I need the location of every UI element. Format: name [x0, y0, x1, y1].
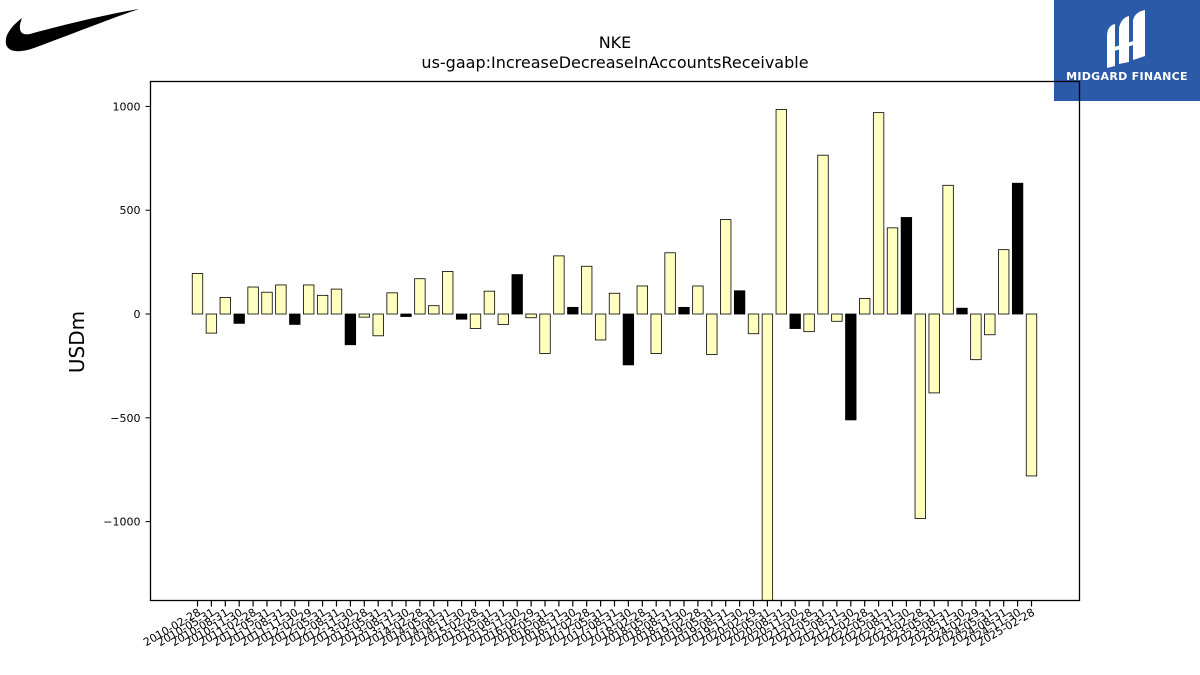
bar: [330, 288, 343, 315]
bar: [859, 298, 871, 315]
bar: [817, 154, 829, 315]
bar: [581, 265, 593, 315]
bar: [678, 306, 690, 315]
bar: [400, 313, 412, 317]
bar: [720, 219, 732, 315]
bar: [692, 285, 704, 315]
bar: [886, 227, 899, 315]
bar: [525, 313, 537, 319]
bar: [386, 292, 398, 315]
x-axis: 2010-02-282010-05-312010-08-312010-11-30…: [141, 600, 1037, 649]
bar: [942, 184, 954, 315]
bar: [984, 313, 996, 336]
y-tick-label: −1000: [103, 516, 140, 529]
bar: [1011, 182, 1024, 315]
y-tick-label: 1000: [113, 100, 141, 113]
bar: [539, 313, 551, 354]
y-tick-label: 500: [120, 204, 141, 217]
bar: [622, 313, 635, 366]
bar: [594, 313, 607, 341]
bar: [845, 313, 857, 421]
nike-swoosh-logo: [2, 4, 142, 56]
bar: [428, 305, 440, 315]
chart-title: NKE: [599, 33, 632, 52]
bar: [914, 313, 926, 519]
bar: [372, 313, 384, 337]
bar: [956, 307, 968, 315]
bar: [414, 278, 426, 315]
bar: [316, 294, 329, 315]
bar: [442, 271, 454, 315]
bar: [303, 284, 315, 315]
bar: [205, 313, 218, 334]
bar: [247, 286, 259, 315]
bar: [831, 313, 843, 322]
bar: [455, 313, 468, 320]
y-axis-label: USDm: [65, 311, 89, 373]
bar: [553, 255, 565, 315]
bar: [970, 313, 982, 361]
bar: [483, 290, 496, 315]
bar: [233, 313, 245, 324]
y-tick-label: 0: [134, 308, 141, 321]
bars: [191, 109, 1038, 601]
bar: [608, 292, 621, 315]
bar: [803, 313, 815, 333]
bar: [497, 313, 509, 325]
midgard-brand-text: MIDGARD FINANCE: [1066, 70, 1188, 83]
bar: [344, 313, 357, 346]
bar: [219, 297, 231, 315]
bar: [261, 291, 273, 315]
bar: [998, 249, 1010, 315]
midgard-mark-icon: [1107, 10, 1145, 68]
chart-subtitle: us-gaap:IncreaseDecreaseInAccountsReceiv…: [421, 53, 808, 72]
bar: [706, 313, 718, 355]
y-tick-label: −500: [110, 412, 140, 425]
y-axis: 1000 500 0 −500 −1000: [103, 100, 151, 529]
bar: [567, 306, 579, 315]
bar: [1025, 313, 1038, 477]
bar: [650, 313, 662, 354]
bar: [775, 109, 787, 315]
bar: [900, 217, 913, 315]
bar: [664, 252, 676, 315]
bar: [469, 313, 482, 329]
bar: [636, 285, 648, 315]
bar: [358, 313, 370, 318]
midgard-finance-logo: MIDGARD FINANCE: [1054, 0, 1200, 101]
bar: [289, 313, 301, 325]
bar: [511, 274, 523, 315]
bar: [872, 112, 885, 315]
bar: [191, 273, 204, 315]
bar: [747, 313, 760, 335]
bar: [733, 290, 746, 315]
bar: [761, 313, 774, 601]
plot-frame: [149, 80, 1081, 602]
bar: [928, 313, 940, 394]
bar: [275, 284, 287, 315]
bar: [789, 313, 801, 329]
